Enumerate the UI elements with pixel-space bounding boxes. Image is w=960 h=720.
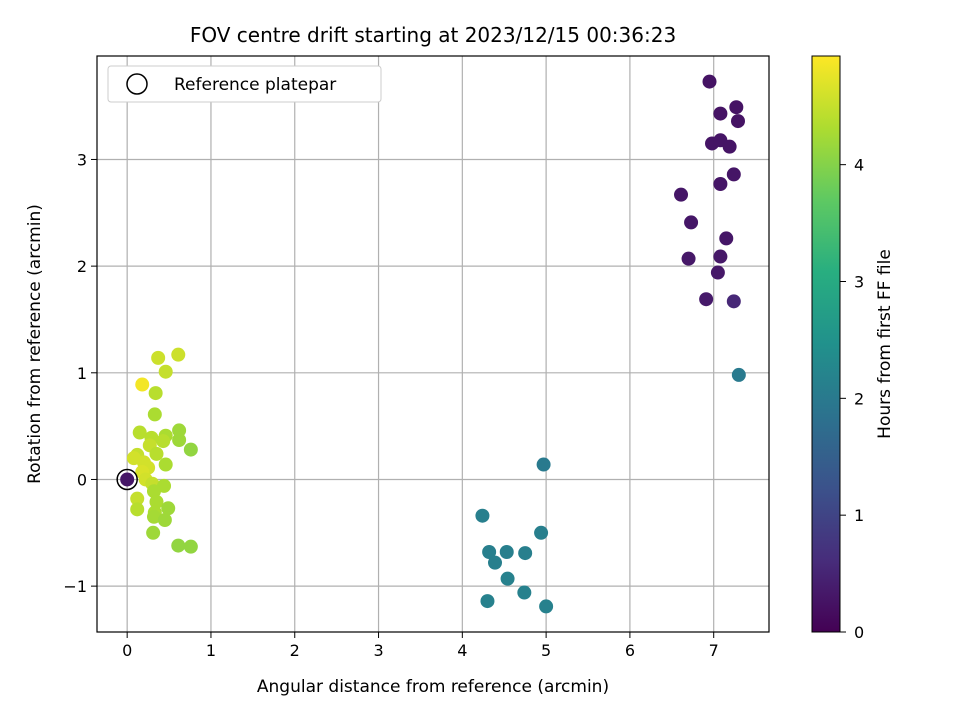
colorbar-tick-label: 2: [854, 389, 864, 408]
x-tick-label: 1: [206, 641, 216, 660]
scatter-point: [149, 446, 164, 461]
scatter-point: [710, 265, 725, 280]
grid-lines: [97, 56, 769, 632]
scatter-point: [171, 538, 186, 553]
x-axis-ticks: 0 1 2 3 4 5 6 7: [122, 632, 719, 660]
scatter-point: [702, 74, 717, 89]
data-points: [120, 74, 746, 614]
legend: Reference platepar: [107, 65, 382, 103]
scatter-point: [161, 501, 176, 516]
scatter-point: [146, 509, 161, 524]
x-tick-label: 6: [625, 641, 635, 660]
scatter-point: [183, 539, 198, 554]
y-tick-label: 2: [77, 257, 87, 276]
scatter-point: [130, 502, 145, 517]
y-axis-label: Rotation from reference (arcmin): [25, 204, 45, 484]
scatter-point: [500, 571, 515, 586]
x-tick-label: 4: [457, 641, 467, 660]
scatter-point: [534, 525, 549, 540]
scatter-point: [536, 457, 551, 472]
scatter-point: [156, 434, 171, 449]
scatter-point: [488, 555, 503, 570]
colorbar-tick-label: 3: [854, 272, 864, 291]
scatter-point: [730, 114, 745, 129]
chart-title: FOV centre drift starting at 2023/12/15 …: [190, 23, 676, 47]
reference-platepar-marker: [116, 468, 138, 491]
scatter-point: [171, 347, 186, 362]
scatter-point: [684, 215, 699, 230]
scatter-point: [726, 167, 741, 182]
scatter-point: [517, 585, 532, 600]
y-tick-label: 1: [77, 364, 87, 383]
x-tick-label: 5: [541, 641, 551, 660]
colorbar: 0 1 2 3 4 Hours from first FF file: [811, 55, 895, 642]
scatter-point: [713, 106, 728, 121]
scatter-point: [158, 457, 173, 472]
scatter-point: [151, 350, 166, 365]
scatter-point: [480, 594, 495, 609]
scatter-point: [149, 494, 164, 509]
scatter-point: [518, 546, 533, 561]
scatter-point: [681, 251, 696, 266]
scatter-point: [147, 407, 162, 422]
x-axis-label: Angular distance from reference (arcmin): [257, 677, 609, 697]
scatter-point: [172, 423, 187, 438]
scatter-point: [719, 231, 734, 246]
scatter-point: [132, 425, 147, 440]
y-tick-label: 3: [77, 150, 87, 169]
scatter-point: [148, 386, 163, 401]
y-tick-label: −1: [63, 577, 87, 596]
scatter-point: [713, 177, 728, 191]
colorbar-ticks: 0 1 2 3 4: [840, 156, 864, 642]
x-tick-label: 3: [373, 641, 383, 660]
scatter-point: [729, 100, 744, 115]
x-tick-label: 2: [290, 641, 300, 660]
scatter-point: [674, 187, 689, 202]
scatter-point: [130, 491, 145, 506]
scatter-point: [183, 442, 198, 457]
y-axis-ticks: −1 0 1 2 3: [63, 150, 97, 596]
legend-marker-reference: [126, 73, 148, 95]
scatter-point: [699, 292, 714, 307]
scatter-point: [158, 364, 173, 379]
colorbar-tick-label: 0: [854, 623, 864, 642]
x-tick-label: 7: [709, 641, 719, 660]
colorbar-tick-label: 1: [854, 506, 864, 525]
scatter-point: [135, 377, 150, 392]
colorbar-tick-label: 4: [854, 156, 864, 175]
scatter-point: [722, 139, 737, 154]
scatter-point: [172, 433, 187, 447]
colorbar-gradient: [811, 55, 841, 633]
scatter-point: [475, 508, 490, 523]
legend-entry-reference: Reference platepar: [174, 75, 336, 95]
scatter-point: [731, 367, 746, 382]
scatter-point: [120, 472, 135, 487]
scatter-point: [726, 294, 741, 309]
scatter-point: [539, 599, 554, 614]
colorbar-label: Hours from first FF file: [875, 249, 895, 439]
scatter-point: [482, 545, 497, 559]
scatter-point: [146, 484, 161, 499]
scatter-point: [499, 545, 514, 559]
plot-area-frame: [96, 55, 770, 633]
scatter-point: [713, 249, 728, 264]
x-tick-label: 0: [122, 641, 132, 660]
legend-box: [107, 65, 382, 103]
scatter-point: [157, 513, 172, 527]
scatter-point: [146, 525, 161, 540]
y-tick-label: 0: [77, 470, 87, 489]
